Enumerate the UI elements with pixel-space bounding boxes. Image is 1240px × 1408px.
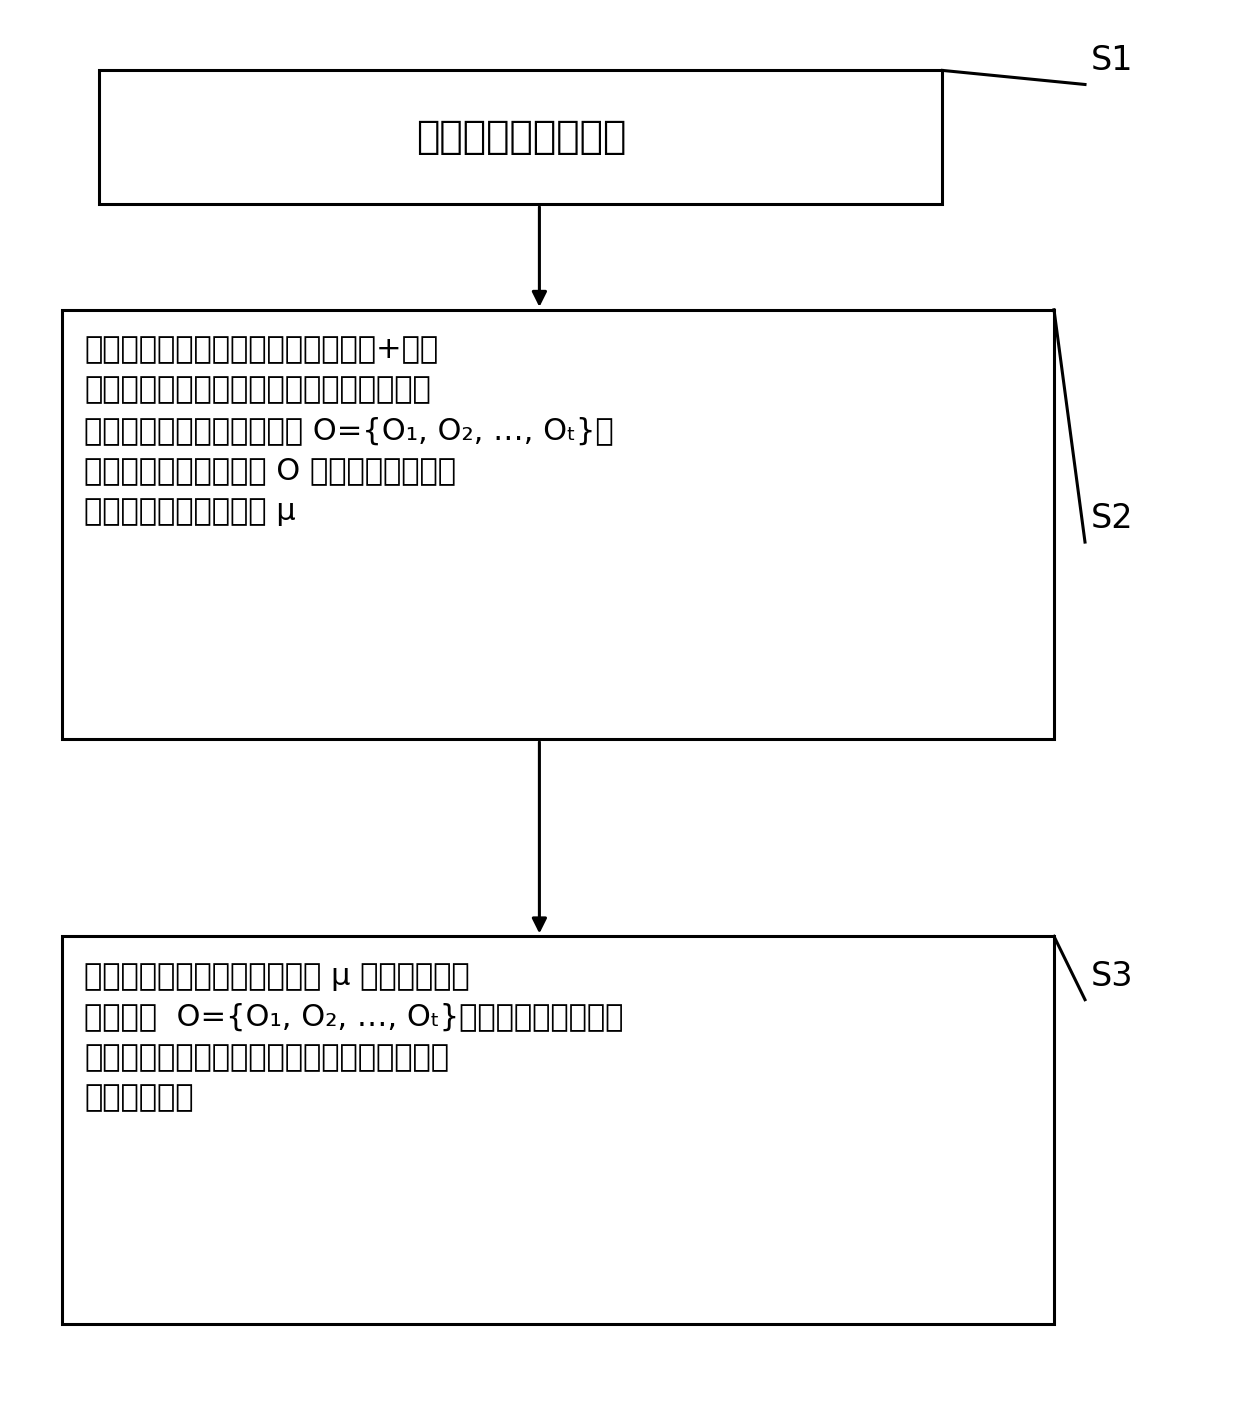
Text: 将目标文章通过分词算法拆分成词语+词性
的格式后，输入已经构建好的隐马尔科夫模
型中，获得可观测状态序列 O={O₁, O₂, …, Oₜ}，
然后将可观测状态: 将目标文章通过分词算法拆分成词语+词性 的格式后，输入已经构建好的隐马尔科夫模 …: [84, 335, 614, 527]
Bar: [99, 70, 942, 204]
Text: S3: S3: [1091, 960, 1133, 993]
Text: 利用构建好的隐马尔科夫模型 μ 和得到的观测
状态序列  O={O₁, O₂, …, Oₜ}，通过维特比算法，
计算隐藏状态的最大可能值，从而识别每个词
是否为: 利用构建好的隐马尔科夫模型 μ 和得到的观测 状态序列 O={O₁, O₂, ……: [84, 962, 624, 1112]
Text: 构建隐马尔科夫模型: 构建隐马尔科夫模型: [415, 118, 626, 156]
Bar: [62, 310, 1054, 739]
Bar: [62, 936, 1054, 1324]
Text: S1: S1: [1091, 45, 1133, 77]
Text: S2: S2: [1091, 503, 1133, 535]
